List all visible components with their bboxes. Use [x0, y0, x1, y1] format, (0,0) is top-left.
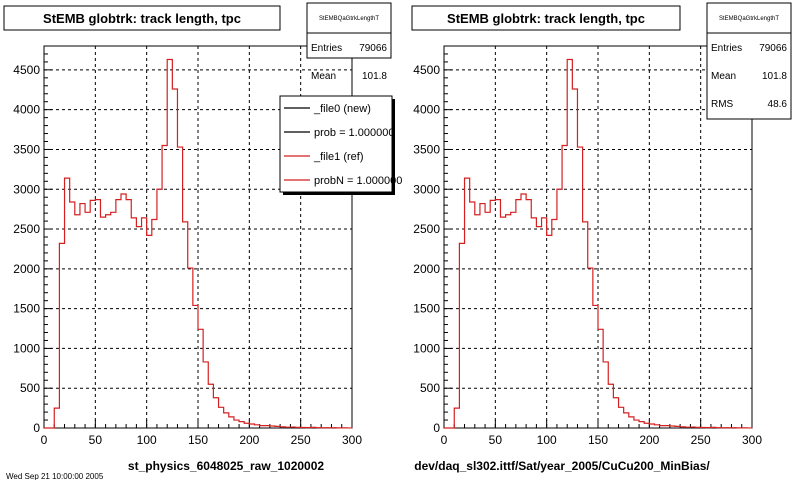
x-tick-label: 0 [41, 433, 48, 447]
stats-box [306, 2, 392, 59]
y-tick-label: 1500 [13, 302, 40, 316]
chart-2: 0 50 100 150 200 250 3000500100015002000250030… [411, 2, 792, 473]
x-axis-label: dev/daq_sl302.ittf/Sat/year_2005/CuCu200… [414, 459, 710, 473]
x-axis-label: st_physics_6048025_raw_1020002 [128, 459, 324, 473]
x-tick-label: 150 [188, 433, 208, 447]
y-tick-label: 2000 [413, 262, 440, 276]
stats-value: 79066 [759, 43, 787, 54]
y-tick-label: 4500 [13, 63, 40, 77]
stats-label: Entries [711, 43, 742, 54]
y-tick-label: 0 [433, 421, 440, 435]
chart-title: StEMB globtrk: track length, tpc [447, 11, 645, 26]
stats-label: Entries [311, 43, 342, 54]
x-tick-label: 100 [537, 433, 557, 447]
y-tick-label: 2500 [13, 222, 40, 236]
y-tick-label: 4000 [413, 103, 440, 117]
histogram-series-1 [44, 58, 353, 429]
legend-box [279, 95, 393, 193]
y-tick-label: 1000 [13, 341, 40, 355]
y-tick-label: 500 [420, 381, 440, 395]
y-tick-label: 500 [20, 381, 40, 395]
x-tick-label: 200 [239, 433, 259, 447]
chart-1: 0 50 100 150 200 250 3000500100015002000250030… [3, 2, 402, 473]
y-tick-label: 3500 [13, 142, 40, 156]
x-tick-label: 300 [342, 433, 362, 447]
stats-value: 48.6 [768, 99, 788, 110]
y-tick-label: 3000 [13, 182, 40, 196]
y-tick-label: 3000 [413, 182, 440, 196]
x-tick-label: 0 [441, 433, 448, 447]
stats-value: 101.8 [762, 71, 787, 82]
x-tick-label: 300 [742, 433, 762, 447]
stats-label: RMS [711, 99, 734, 110]
stats-box [706, 2, 792, 120]
x-tick-label: 250 [691, 433, 711, 447]
y-tick-label: 0 [33, 421, 40, 435]
footer-date: Wed Sep 21 10:00:00 2005 [6, 472, 104, 480]
legend-entry: _file0 (new) [313, 103, 371, 115]
y-tick-label: 1000 [413, 341, 440, 355]
histogram-series-1 [444, 58, 753, 429]
y-tick-label: 2500 [413, 222, 440, 236]
y-tick-label: 4000 [13, 103, 40, 117]
y-tick-label: 1500 [413, 302, 440, 316]
x-tick-label: 50 [89, 433, 103, 447]
legend-entry: probN = 1.000000 [314, 175, 402, 187]
legend-entry: prob = 1.000000 [314, 127, 394, 139]
stats-label: Mean [711, 71, 736, 82]
x-tick-label: 50 [489, 433, 503, 447]
stats-label: Mean [311, 71, 336, 82]
stats-value: 79066 [359, 43, 387, 54]
y-tick-label: 2000 [13, 262, 40, 276]
x-tick-label: 250 [291, 433, 311, 447]
stats-value: 101.8 [362, 71, 387, 82]
y-tick-label: 4500 [413, 63, 440, 77]
stats-box-title: StEMBQaGtrkLengthT [319, 16, 379, 22]
title-box [3, 5, 281, 31]
x-tick-label: 150 [588, 433, 608, 447]
y-tick-label: 3500 [413, 142, 440, 156]
x-tick-label: 100 [137, 433, 157, 447]
legend-entry: _file1 (ref) [313, 151, 364, 163]
title-box [411, 5, 681, 31]
x-tick-label: 200 [639, 433, 659, 447]
chart-title: StEMB globtrk: track length, tpc [43, 11, 241, 26]
stats-box-title: StEMBQaGtrkLengthT [719, 16, 779, 22]
